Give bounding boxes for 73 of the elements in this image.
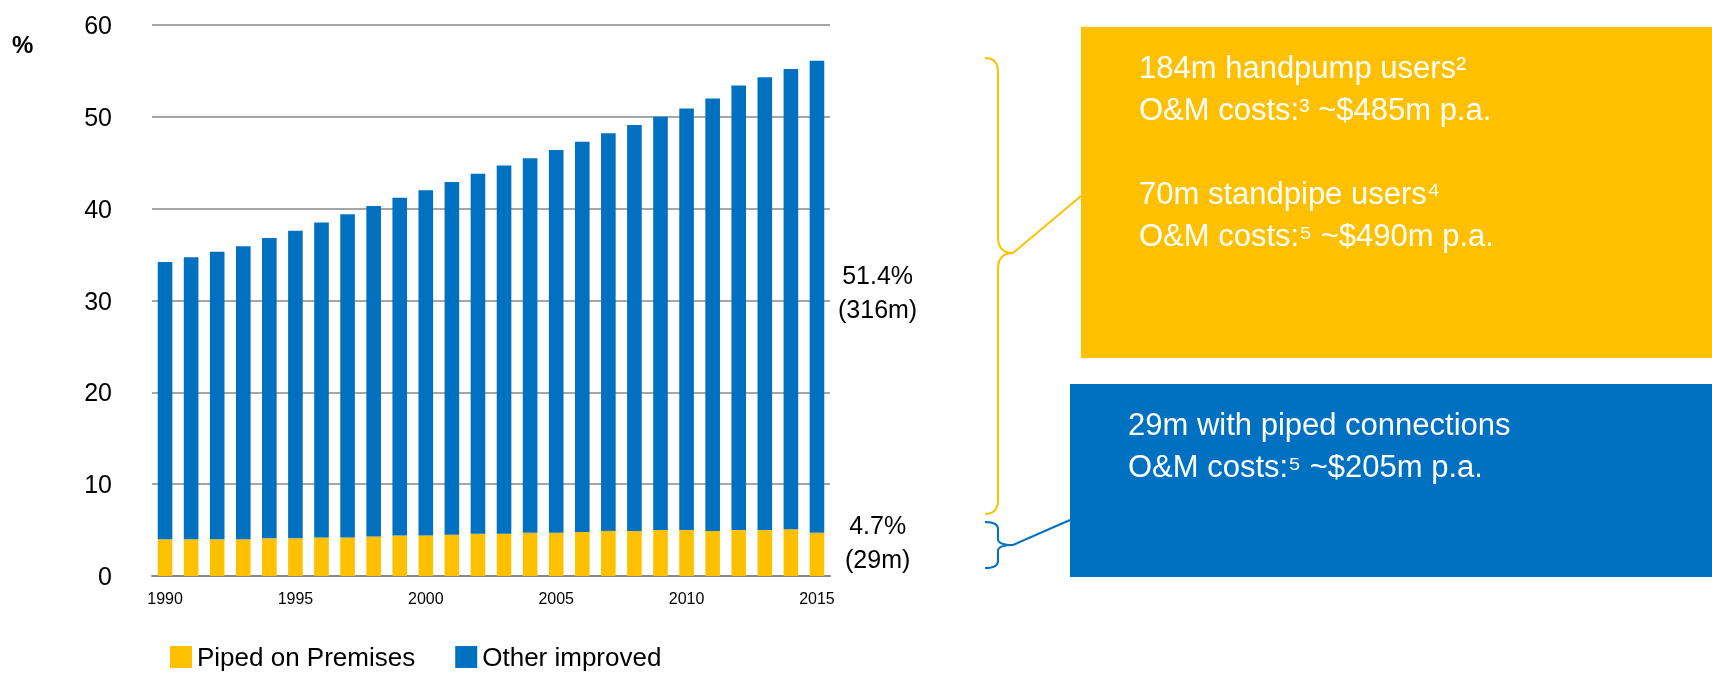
bar	[548, 532, 564, 576]
bar	[366, 536, 381, 576]
legend-label: Piped on Premises	[197, 642, 416, 672]
bar	[705, 98, 720, 531]
bar	[679, 530, 694, 576]
bar	[757, 77, 773, 531]
bar	[470, 533, 486, 576]
bar	[418, 535, 434, 576]
bar	[262, 538, 277, 576]
y-tick-label: 40	[84, 194, 112, 223]
bar	[653, 530, 668, 576]
bar	[809, 60, 825, 533]
x-tick-label: 2015	[799, 589, 835, 607]
x-tick-label: 2000	[408, 589, 444, 607]
bar	[418, 190, 434, 536]
bar	[444, 534, 460, 576]
bar	[627, 125, 642, 531]
bar	[235, 539, 251, 576]
bar	[444, 182, 460, 535]
text: 70m standpipe users⁴ O&M costs:⁵ ~$490m p.a.	[1139, 175, 1495, 255]
bar	[522, 532, 538, 576]
bar	[574, 531, 590, 576]
bar	[496, 165, 512, 534]
bar	[314, 537, 329, 576]
bar	[731, 530, 747, 576]
bar	[627, 531, 642, 576]
y-tick-label: 10	[84, 470, 112, 499]
legend-label: Other improved	[482, 642, 662, 672]
bar	[235, 246, 251, 540]
y-tick-label: 60	[84, 11, 112, 39]
bar	[288, 538, 303, 576]
bar	[392, 535, 408, 576]
text: 184m handpump users² O&M costs:³ ~$485m p.a.	[1139, 49, 1493, 129]
bar	[679, 108, 694, 531]
bar	[548, 149, 564, 533]
bar	[340, 537, 355, 576]
y-axis-title: %	[12, 30, 34, 58]
bar	[731, 85, 747, 531]
bar	[470, 173, 486, 534]
bar	[783, 529, 799, 576]
bar	[288, 230, 303, 539]
y-tick-label: 30	[84, 286, 112, 315]
bar	[183, 539, 199, 576]
bar	[314, 222, 329, 538]
bar	[340, 214, 355, 538]
bar	[157, 539, 173, 576]
y-tick-label: 50	[84, 102, 112, 131]
bar	[757, 530, 773, 576]
bar	[601, 133, 616, 531]
bar	[366, 205, 381, 537]
bar	[574, 141, 590, 532]
bar	[653, 116, 668, 531]
x-tick-label: 1995	[277, 589, 314, 607]
bar	[157, 261, 173, 540]
bar	[262, 238, 277, 539]
x-tick-label: 2005	[538, 589, 575, 607]
bar	[522, 158, 538, 533]
bar	[209, 539, 225, 576]
bar	[809, 532, 825, 576]
y-tick-label: 20	[84, 378, 112, 407]
x-tick-label: 1990	[147, 589, 183, 607]
text: 4.7% (29m)	[845, 510, 911, 575]
bar	[783, 69, 799, 530]
x-tick-label: 2010	[668, 589, 705, 607]
text: 51.4% (316m)	[838, 260, 918, 325]
bar	[705, 531, 720, 576]
y-tick-label: 0	[98, 562, 112, 590]
bar	[392, 197, 408, 536]
bar	[183, 257, 199, 540]
bar	[601, 531, 616, 576]
bar	[209, 251, 225, 540]
text: 29m with piped connections O&M costs:⁵ ~$205m p.a.	[1128, 406, 1512, 486]
bar	[496, 533, 512, 576]
